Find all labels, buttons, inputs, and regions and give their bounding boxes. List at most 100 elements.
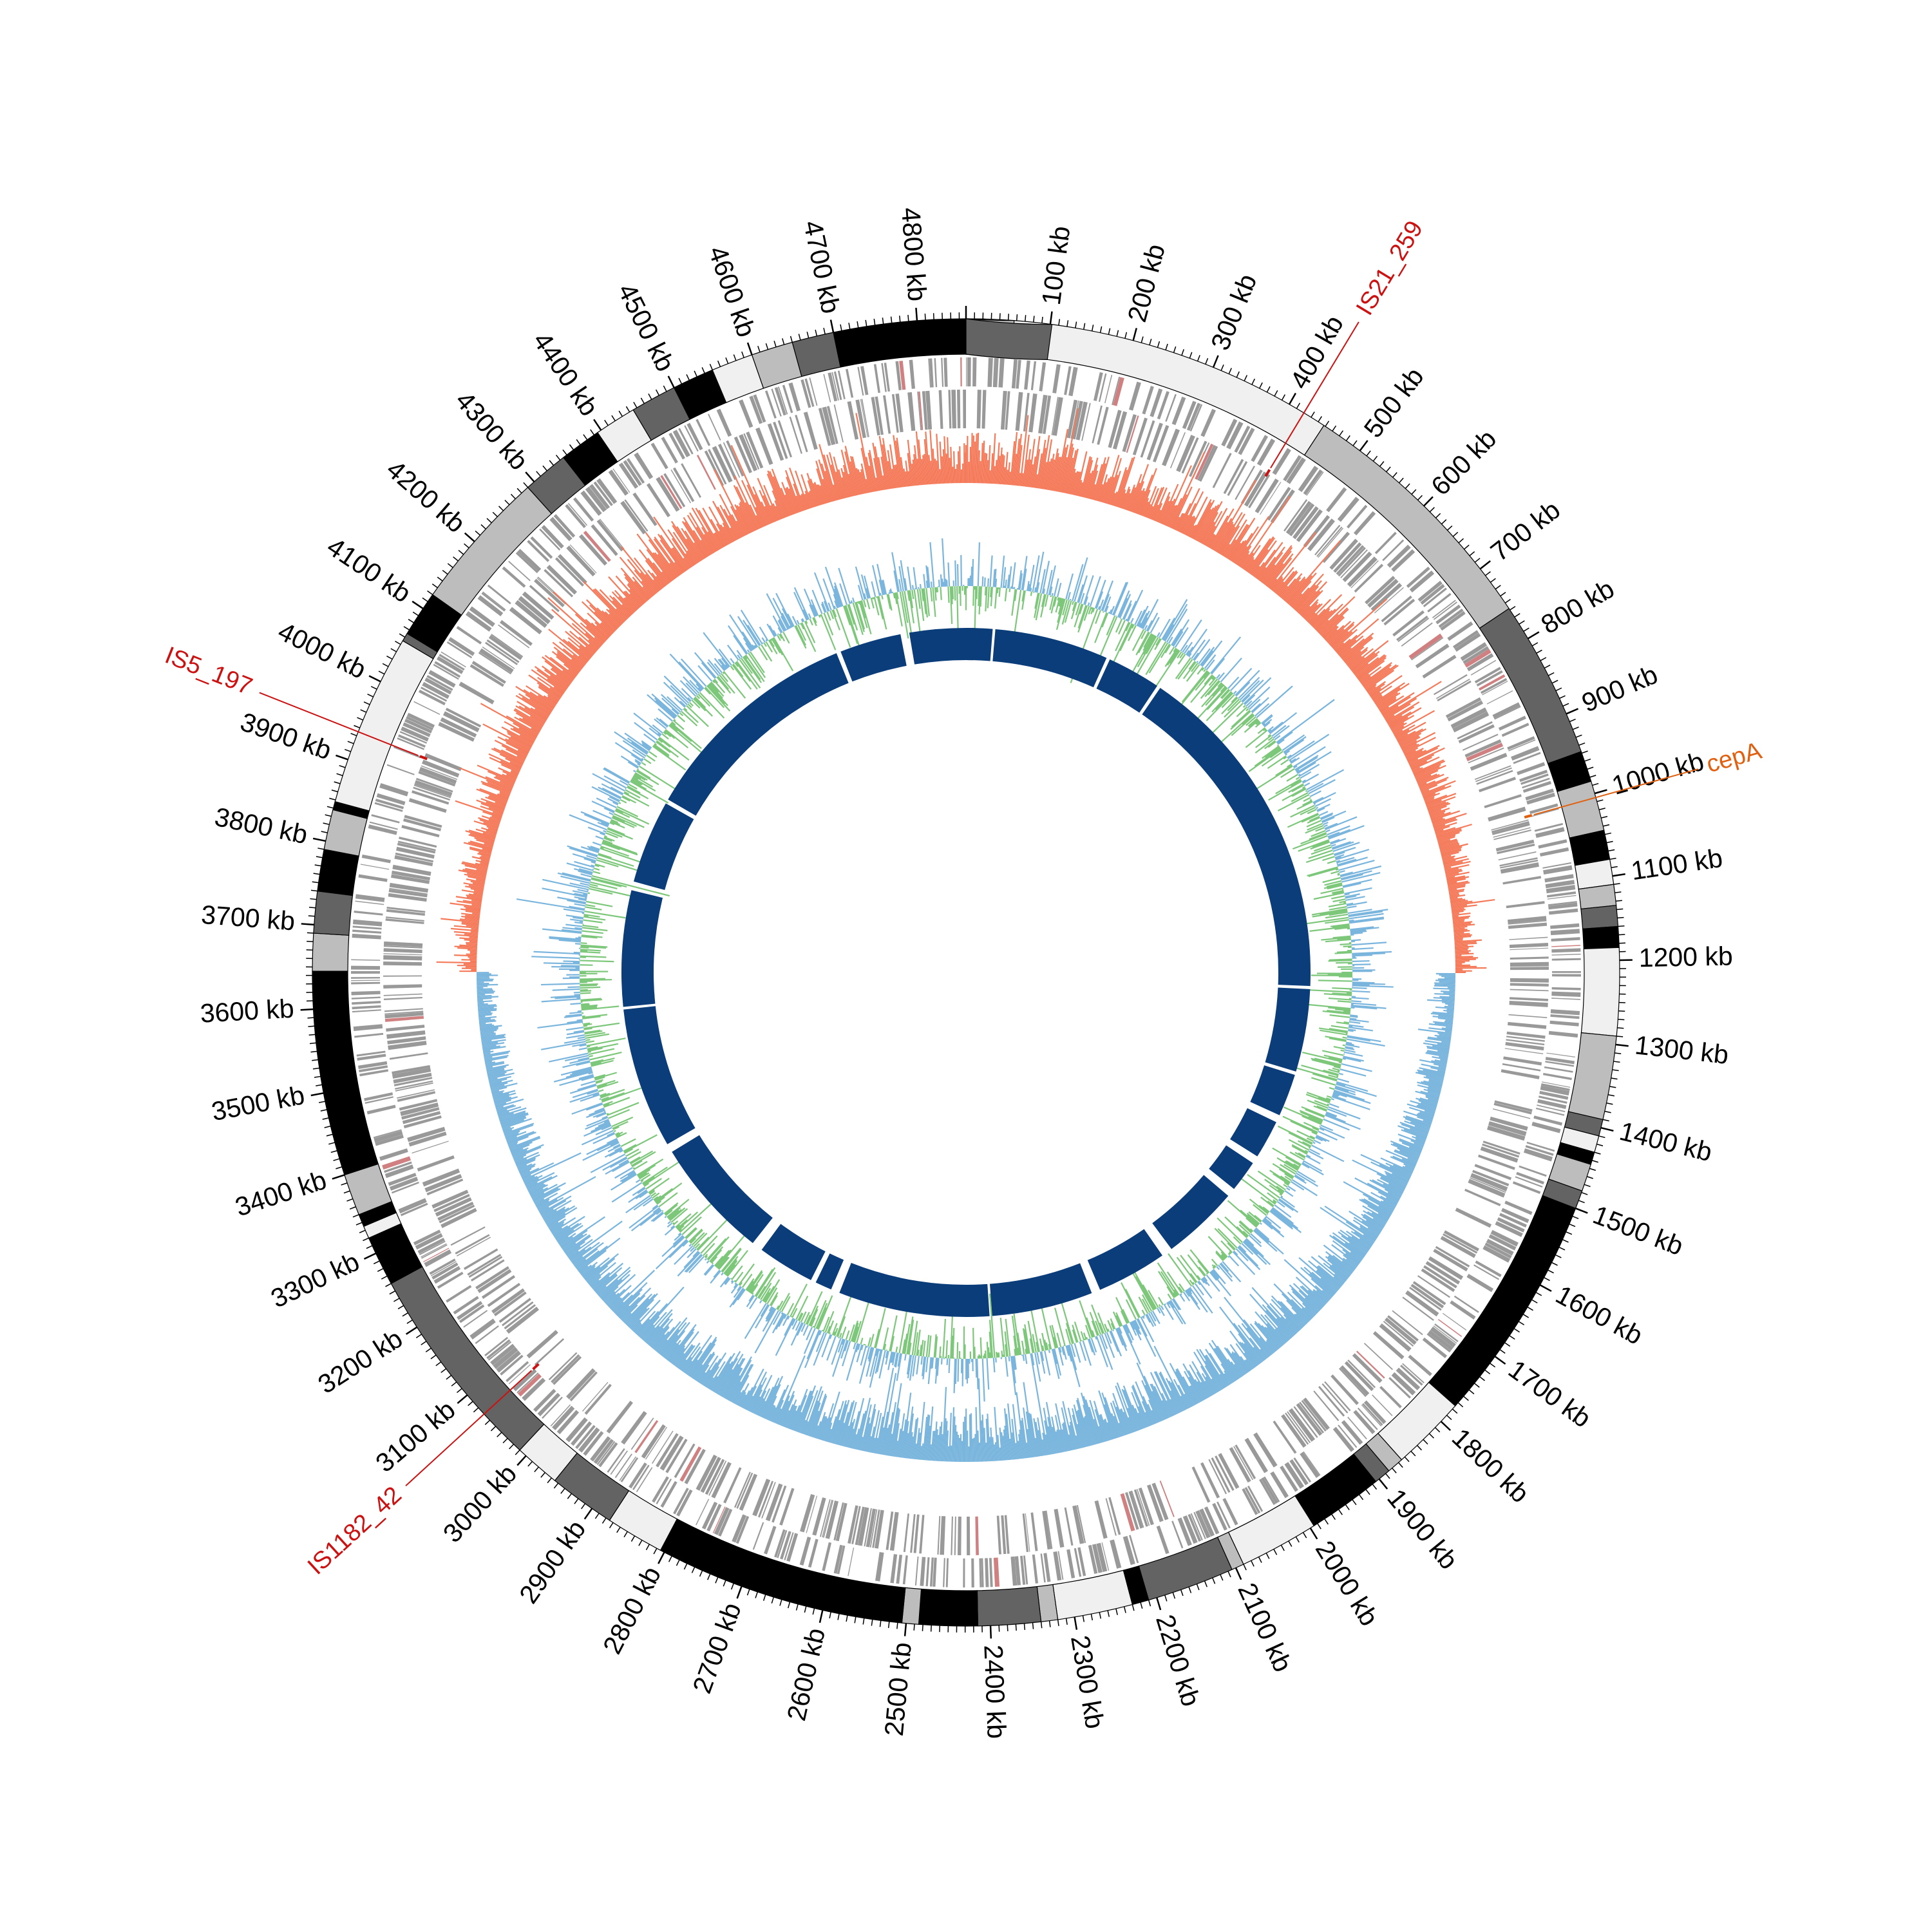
- gc-skew-bar: [1170, 494, 1188, 529]
- gc-skew-bar: [994, 1442, 998, 1461]
- gc-skew-bar: [1300, 1285, 1323, 1309]
- gene-bar: [1551, 958, 1581, 961]
- gc-skew-bar: [596, 1285, 607, 1295]
- gene-bar: [1054, 1508, 1065, 1548]
- gc-skew-bar: [822, 1417, 831, 1441]
- gc-content-bar: [1331, 895, 1345, 900]
- gc-skew-bar: [1072, 471, 1079, 495]
- gene-bar: [696, 455, 716, 490]
- minor-tick: [1611, 866, 1618, 869]
- minor-tick: [415, 1334, 422, 1338]
- minor-tick: [408, 618, 414, 623]
- gc-content-bar: [1086, 1317, 1094, 1338]
- gene-bar: [696, 419, 711, 446]
- gc-skew-bar: [1328, 1255, 1352, 1274]
- gc-skew-bar: [1239, 554, 1250, 568]
- gc-skew-bar: [1201, 521, 1215, 544]
- minor-tick: [1604, 1110, 1611, 1113]
- gene-bar: [1506, 1039, 1545, 1046]
- gc-skew-bar: [815, 1421, 822, 1439]
- gc-skew-bar: [1178, 488, 1200, 532]
- gc-skew-bar: [576, 1245, 608, 1271]
- gc-skew-bar: [1127, 1407, 1137, 1432]
- gene-bar: [1542, 862, 1571, 869]
- gc-skew-bar: [1363, 664, 1397, 689]
- gc-skew-bar: [619, 1287, 652, 1320]
- gc-skew-bar: [1113, 1416, 1122, 1437]
- gc-skew-bar: [1231, 1351, 1248, 1374]
- gc-skew-bar: [1134, 488, 1145, 514]
- gc-skew-bar: [612, 1301, 624, 1312]
- gc-skew-bar: [1104, 1397, 1119, 1438]
- gc-content-bar: [1325, 829, 1331, 833]
- gene-bar: [415, 780, 453, 796]
- gene-bar: [987, 357, 993, 387]
- gc-skew-bar: [1404, 747, 1419, 755]
- gc-skew-bar: [1115, 457, 1133, 507]
- gene-bar: [396, 846, 435, 859]
- gc-skew-bar: [1441, 998, 1455, 1001]
- minor-tick: [1484, 1369, 1491, 1375]
- gene-bar: [457, 1301, 483, 1320]
- gene-bar: [1493, 827, 1531, 838]
- gc-skew-bar: [1244, 556, 1255, 571]
- gc-skew-bar: [1298, 591, 1321, 614]
- gc-skew-bar: [734, 1392, 742, 1405]
- gc-skew-bar: [1104, 1418, 1113, 1440]
- gene-bar: [395, 852, 434, 863]
- minor-tick: [581, 1503, 586, 1510]
- gene-bar: [1288, 1408, 1316, 1442]
- gc-skew-bar: [819, 1416, 828, 1440]
- gene-bar: [369, 821, 398, 830]
- gc-content-bar: [1168, 1253, 1193, 1287]
- gc-skew-bar: [1153, 1371, 1176, 1416]
- gc-skew-bar: [1428, 1085, 1442, 1090]
- outer-segment: [1580, 905, 1619, 930]
- gc-skew-bar: [641, 1324, 654, 1340]
- gc-skew-bar: [1063, 1422, 1071, 1451]
- gene-bar: [1379, 1323, 1412, 1352]
- gc-skew-bar: [1454, 934, 1472, 937]
- gc-skew-bar: [952, 466, 954, 484]
- gene-bar: [359, 1069, 389, 1077]
- gene-bar: [412, 790, 450, 805]
- gene-bar: [1383, 598, 1416, 626]
- gc-skew-bar: [670, 1345, 686, 1364]
- gc-skew-bar: [542, 1200, 572, 1218]
- minor-tick: [601, 1517, 607, 1524]
- gc-content-bar: [1351, 997, 1369, 1000]
- gc-skew-bar: [1269, 578, 1278, 589]
- gc-skew-bar: [1430, 1066, 1446, 1072]
- gc-skew-bar: [664, 1342, 677, 1359]
- gene-bar: [522, 1378, 546, 1401]
- gc-content-bar: [1196, 660, 1198, 663]
- gc-skew-bar: [484, 1052, 509, 1058]
- gene-bar: [1000, 390, 1007, 430]
- gene-bar: [1286, 457, 1306, 484]
- minor-tick: [346, 1198, 354, 1202]
- minor-tick: [1513, 1328, 1520, 1333]
- gene-bar: [398, 734, 426, 748]
- gene-bar: [593, 481, 613, 506]
- gc-skew-bar: [1454, 933, 1470, 936]
- gene-bar: [1181, 437, 1199, 474]
- gene-bar: [515, 551, 539, 574]
- gc-skew-bar: [1440, 846, 1463, 853]
- gc-skew-bar: [860, 1404, 872, 1451]
- gene-bar: [471, 661, 506, 684]
- gene-bar: [549, 516, 573, 542]
- gc-skew-bar: [489, 1082, 508, 1088]
- gc-skew-bar: [1122, 1412, 1132, 1434]
- gc-skew-bar: [1376, 692, 1399, 707]
- gc-skew-bar: [949, 457, 951, 484]
- tick-label: 600 kb: [1425, 424, 1502, 501]
- gc-skew-bar: [1160, 484, 1179, 524]
- gc-skew-bar: [1444, 1003, 1455, 1005]
- gene-bar: [534, 1338, 565, 1366]
- gc-skew-bar: [797, 1385, 817, 1433]
- gene-bar: [847, 401, 859, 440]
- gene-bar: [1495, 839, 1535, 852]
- gene-bar: [428, 670, 456, 688]
- gc-skew-bar: [598, 1279, 619, 1297]
- minor-tick: [1490, 1363, 1496, 1368]
